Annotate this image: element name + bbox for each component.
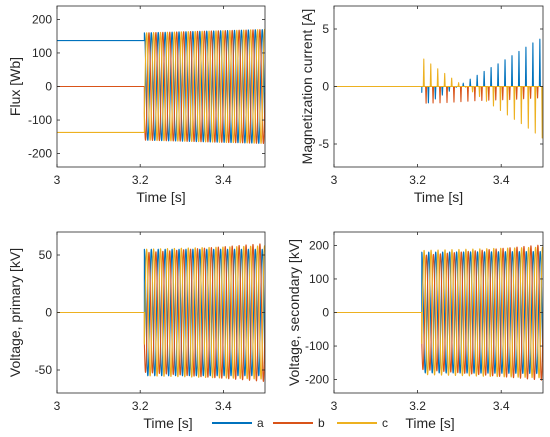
legend: a b c — [212, 416, 388, 430]
x-tick-label: 3.4 — [493, 399, 510, 413]
y-tick-label: -50 — [35, 363, 53, 377]
x-tick-label: 3.4 — [215, 173, 232, 187]
y-axis-label: Flux [Wb] — [7, 57, 23, 116]
y-tick-label: 100 — [309, 272, 329, 286]
legend-label-b: b — [318, 416, 325, 430]
x-tick-label: 3.2 — [409, 173, 426, 187]
y-axis-label: Voltage, primary [kV] — [7, 248, 23, 377]
y-tick-label: 50 — [39, 248, 53, 262]
plot-area — [334, 244, 543, 381]
x-tick-label: 3.4 — [215, 399, 232, 413]
x-tick-label: 3.2 — [132, 173, 149, 187]
subplot-2: 3 3.2 3.4 5 0 -5 Time [s] Magnetization current… — [299, 5, 544, 205]
series-line-a — [334, 38, 543, 104]
y-tick-label: -5 — [318, 137, 329, 151]
series-line-c — [334, 58, 543, 139]
x-axis-label: Time [s] — [143, 415, 192, 431]
x-tick-label: 3 — [54, 399, 61, 413]
x-tick-label: 3.4 — [493, 173, 510, 187]
x-axis-label: Time [s] — [414, 189, 463, 205]
y-tick-label: -100 — [28, 113, 52, 127]
x-axis-label: Time [s] — [136, 189, 185, 205]
y-tick-label: 0 — [45, 306, 52, 320]
x-axis-label: Time [s] — [405, 415, 454, 431]
y-axis-label: Voltage, secondary [kV] — [286, 239, 302, 386]
x-tick-label: 3 — [331, 399, 338, 413]
y-tick-label: 0 — [322, 80, 329, 94]
y-tick-label: -100 — [305, 339, 329, 353]
y-tick-label: 5 — [322, 22, 329, 36]
y-tick-label: 100 — [32, 46, 52, 60]
subplot-1: 3 3.2 3.4 200 100 0 -100 -200 Time [s] Flux [Wb] — [7, 5, 266, 205]
y-tick-label: 0 — [322, 306, 329, 320]
x-tick-label: 3.2 — [132, 399, 149, 413]
series-line-c — [57, 28, 265, 144]
plot-area — [334, 38, 543, 139]
y-tick-label: -200 — [28, 147, 52, 161]
plot-area — [57, 28, 265, 145]
y-tick-label: -200 — [305, 373, 329, 387]
legend-label-c: c — [382, 416, 388, 430]
legend-label-a: a — [257, 416, 264, 430]
series-line-c — [334, 246, 543, 379]
series-line-c — [57, 245, 265, 380]
plot-area — [57, 243, 265, 382]
x-tick-label: 3 — [331, 173, 338, 187]
y-tick-label: 0 — [45, 80, 52, 94]
y-tick-label: 200 — [309, 238, 329, 252]
series-line-b — [334, 85, 543, 104]
y-tick-label: 200 — [32, 12, 52, 26]
y-axis-label: Magnetization current [A] — [299, 9, 315, 165]
subplot-3: 3 3.2 3.4 50 0 -50 Time [s] Voltage, primary [k… — [7, 231, 266, 431]
subplot-4: 3 3.2 3.4 200 100 0 -100 -200 Time [s] Voltage, s… — [286, 231, 544, 431]
x-tick-label: 3 — [54, 173, 61, 187]
x-tick-label: 3.2 — [409, 399, 426, 413]
